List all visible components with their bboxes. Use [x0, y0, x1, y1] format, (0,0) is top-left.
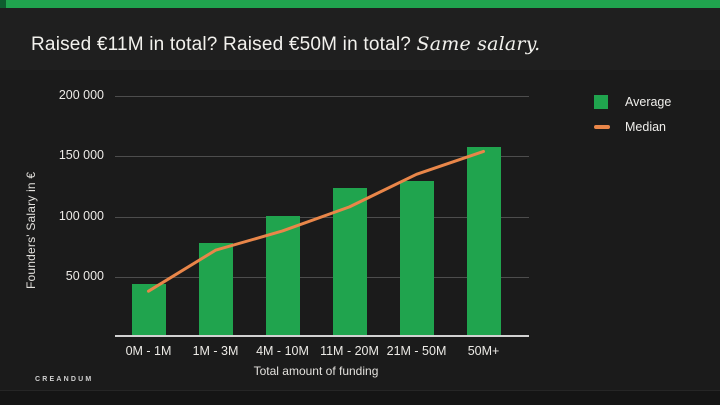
y-tick-label: 50 000 [65, 268, 104, 283]
bar-average-50M+ [466, 146, 501, 336]
slide-title-emphasis: Same salary. [416, 33, 541, 55]
x-tick-label: 4M - 10M [256, 344, 309, 358]
legend-item-median: Median [594, 118, 671, 135]
median-line [147, 149, 485, 293]
x-axis-title: Total amount of funding [253, 364, 379, 378]
chart-legend: Average Median [594, 93, 671, 143]
average-swatch-icon [594, 94, 608, 109]
bar-average-21M - 50M [399, 180, 434, 336]
y-tick-label: 150 000 [58, 148, 104, 163]
x-tick-label: 21M - 50M [386, 344, 447, 358]
gridline [115, 96, 529, 97]
gridline [115, 276, 529, 278]
bottom-strip [0, 390, 720, 405]
creandum-logo: CREANDUM [35, 376, 94, 383]
slide-title-text: Raised €11M in total? Raised €50M in tot… [31, 34, 417, 55]
gridline [115, 156, 529, 158]
median-line-layer [147, 149, 485, 293]
y-tick-label: 200 000 [58, 88, 104, 102]
title-block: Raised €11M in total? Raised €50M in tot… [0, 8, 720, 70]
x-axis-tick-labels: 0M - 1M 1M - 3M 4M - 10M 11M - 20M 21M - 50M… [115, 344, 517, 358]
legend-label-median: Median [625, 119, 666, 134]
legend-item-average: Average [594, 93, 671, 110]
x-tick-label: 1M - 3M [192, 344, 239, 358]
x-tick-label: 50M+ [467, 344, 500, 358]
x-tick-label: 11M - 20M [320, 344, 379, 358]
y-axis-tick-labels: 200 000 150 000 100 000 50 000 [0, 88, 104, 337]
slide-title: Raised €11M in total? Raised €50M in tot… [31, 33, 691, 56]
median-swatch-icon [594, 124, 610, 129]
top-accent-bar-edge [0, 0, 6, 8]
y-tick-label: 100 000 [58, 208, 104, 223]
x-axis-line [115, 335, 529, 337]
legend-label-average: Average [625, 94, 672, 109]
x-tick-label: 0M - 1M [125, 344, 172, 358]
plot-area [115, 96, 529, 337]
bar-average-0M - 1M [131, 284, 166, 336]
top-accent-bar [0, 0, 720, 8]
